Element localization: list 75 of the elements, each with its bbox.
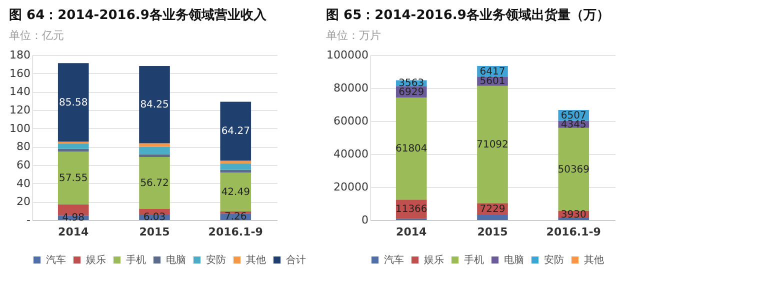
y-tick-label: 100 (10, 122, 30, 135)
bar (58, 152, 89, 204)
data-label: 56.72 (140, 178, 169, 189)
data-label: 4345 (560, 119, 586, 130)
y-tick-label: 160 (10, 66, 30, 80)
data-label: 7229 (480, 204, 506, 216)
legend-label: 娱乐 (424, 254, 444, 266)
x-tick-label: 2016.1-9 (208, 226, 263, 238)
bar (220, 172, 252, 212)
bar (220, 102, 252, 161)
bar (139, 146, 170, 154)
chart-title: 图 64：2014-2016.9各业务领域营业收入 (9, 7, 268, 23)
legend-label: 汽车 (46, 254, 66, 266)
bar (558, 128, 590, 212)
bar (139, 66, 170, 144)
legend-label: 安防 (544, 254, 564, 266)
y-tick-label: 20 (16, 195, 30, 208)
bar (396, 98, 427, 200)
x-tick-label: 2014 (396, 226, 428, 238)
legend-label: 娱乐 (86, 254, 106, 266)
y-tick-label: 40 (16, 176, 30, 190)
bar (139, 154, 170, 157)
data-label: 84.25 (140, 100, 169, 111)
y-tick-label: 100000 (326, 48, 368, 62)
legend-label: 电脑 (504, 254, 524, 266)
data-label: 64.27 (221, 126, 250, 138)
data-label: 6417 (480, 66, 506, 78)
data-label: 61804 (395, 144, 428, 155)
bar (477, 86, 508, 204)
legend-label: 手机 (464, 254, 484, 266)
y-tick-label: 60000 (334, 114, 368, 128)
bar (477, 215, 508, 220)
legend-label: 电脑 (166, 254, 186, 266)
x-tick-label: 2016.1-9 (546, 226, 601, 238)
data-label: 3930 (560, 209, 586, 220)
chart-title: 图 65：2014-2016.9各业务领域出货量（万） (326, 7, 610, 23)
legend-label: 其他 (246, 254, 266, 266)
y-tick-label: 40000 (334, 148, 368, 160)
data-label: 6929 (398, 86, 424, 98)
chart-subtitle: 单位：万片 (326, 29, 382, 42)
y-tick-label: 0 (362, 214, 368, 226)
legend-label: 手机 (126, 254, 146, 266)
data-label: 57.55 (59, 173, 88, 184)
bar (58, 63, 89, 142)
y-tick-label: 80 (16, 140, 30, 154)
bar (139, 143, 170, 147)
y-tick-label: 180 (10, 48, 30, 62)
data-label: 85.58 (59, 97, 88, 108)
bar (220, 163, 252, 170)
chart-subtitle: 单位：亿元 (9, 29, 64, 42)
legend-label: 汽车 (384, 254, 404, 266)
data-label: 42.49 (221, 187, 250, 198)
data-label: 50369 (558, 164, 590, 176)
x-tick-label: 2014 (58, 226, 90, 238)
data-label: 71092 (476, 139, 508, 150)
data-label: 6507 (560, 110, 586, 122)
legend-label: 合计 (286, 254, 306, 266)
y-tick-label: 20000 (334, 180, 368, 194)
bar (58, 143, 89, 149)
x-tick-label: 2015 (139, 226, 170, 238)
y-tick-label: - (26, 214, 31, 226)
x-tick-label: 2015 (477, 226, 508, 238)
data-label: 5601 (480, 76, 506, 88)
y-tick-label: 60 (16, 158, 30, 172)
data-label: 11366 (395, 204, 428, 215)
y-tick-label: 140 (10, 85, 30, 98)
data-label: 7.26 (224, 212, 247, 223)
bar (58, 148, 89, 152)
bar (220, 170, 252, 173)
legend-label: 其他 (584, 254, 604, 266)
y-tick-label: 80000 (334, 82, 368, 94)
y-tick-label: 120 (10, 104, 30, 116)
legend-label: 安防 (206, 254, 226, 266)
bar (139, 156, 170, 209)
bar (220, 160, 252, 164)
